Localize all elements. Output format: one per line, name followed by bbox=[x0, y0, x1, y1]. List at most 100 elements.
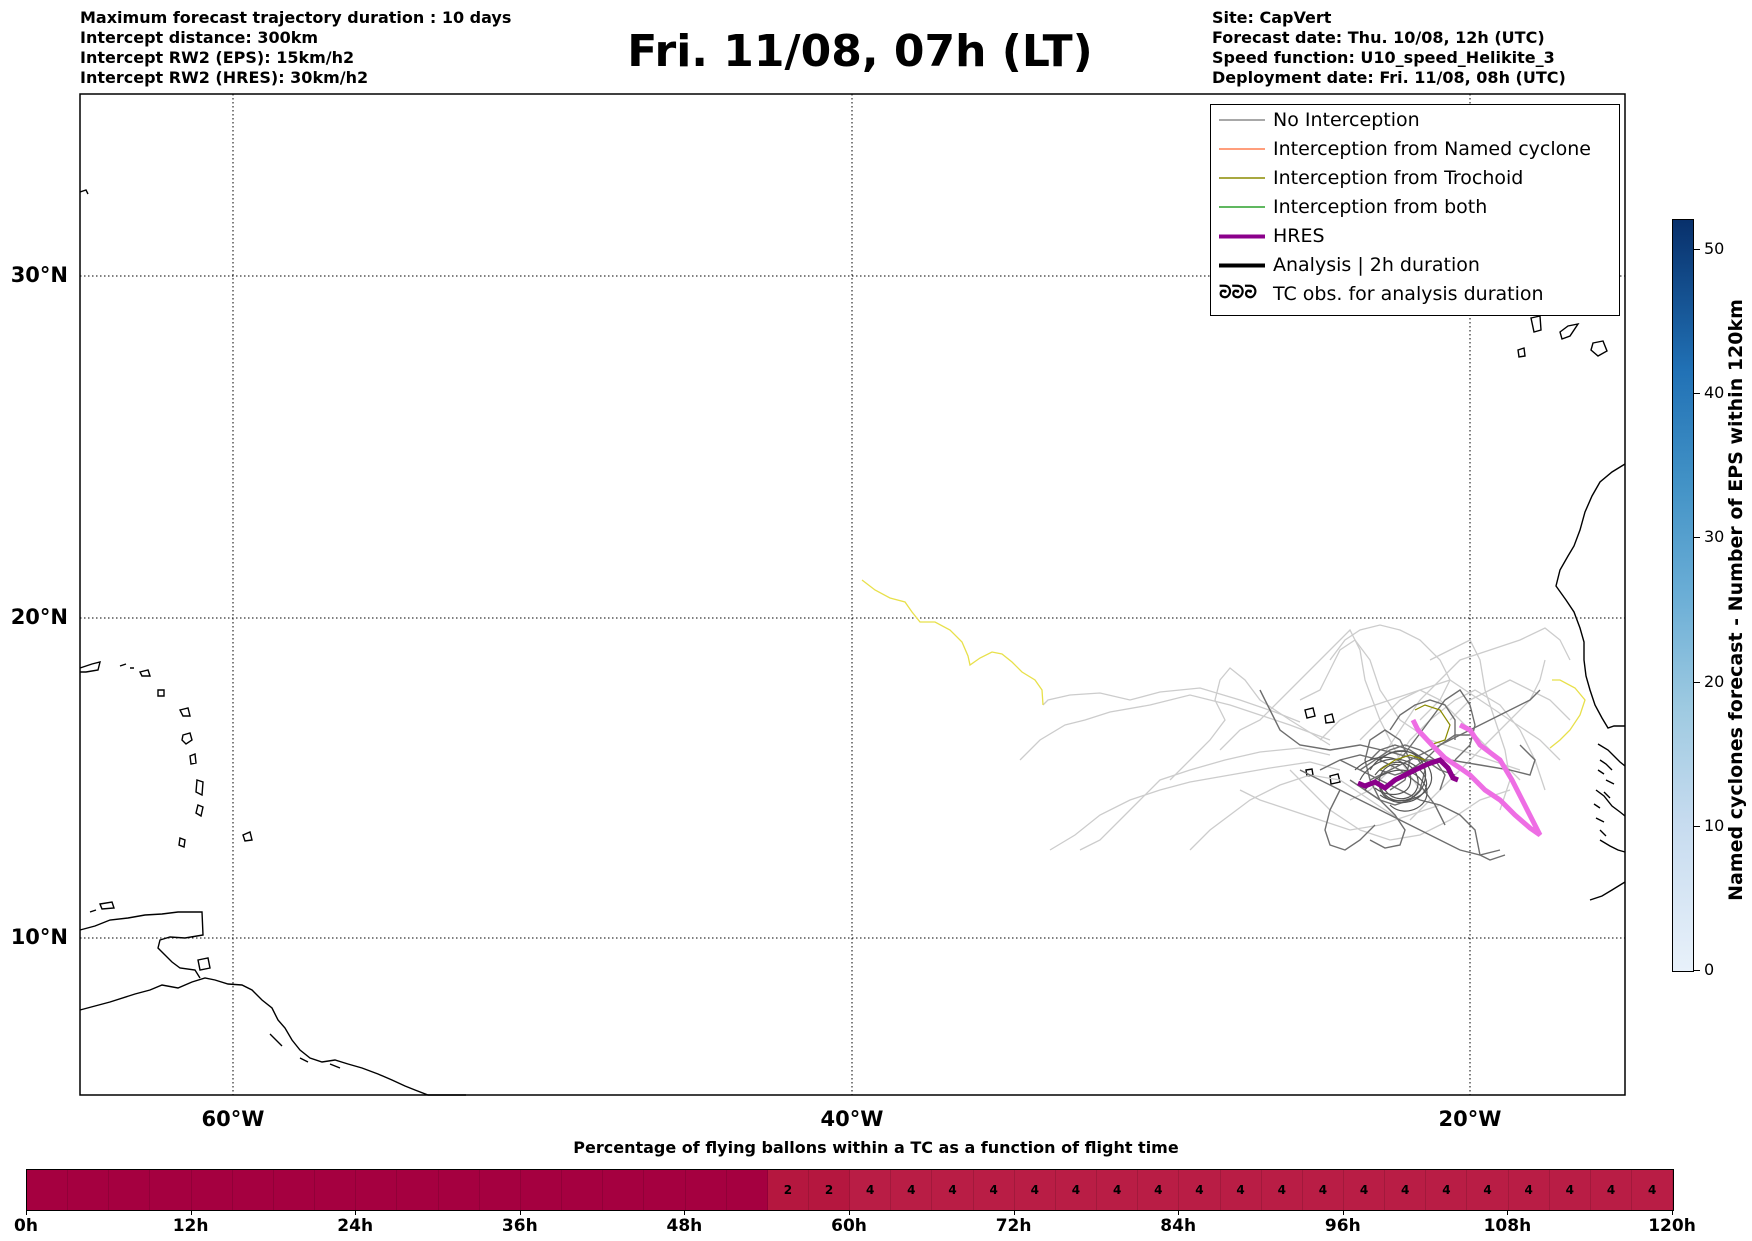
percentage-cell: 4 bbox=[932, 1170, 974, 1210]
param-max-duration: Maximum forecast trajectory duration : 1… bbox=[80, 8, 512, 27]
percentage-cell: 4 bbox=[1467, 1170, 1509, 1210]
legend-label: Interception from Named cyclone bbox=[1273, 138, 1591, 160]
time-tick-label: 60h bbox=[831, 1216, 867, 1236]
colorbar-tick-label: 10 bbox=[1704, 815, 1725, 835]
traj-light-10 bbox=[1379, 627, 1571, 761]
legend-line-olive bbox=[1219, 177, 1265, 179]
named-cyclone-trajectories bbox=[861, 579, 1586, 749]
traj-light-8 bbox=[1299, 639, 1521, 771]
colorbar-tick-label: 50 bbox=[1704, 238, 1725, 258]
hres-trajectories bbox=[1357, 718, 1543, 838]
legend-item-hres: HRES bbox=[1211, 223, 1619, 251]
coastline-africa bbox=[1555, 463, 1626, 901]
percentage-cell: 4 bbox=[1220, 1170, 1262, 1210]
island-trinidad bbox=[197, 957, 211, 971]
param-rw2-eps: Intercept RW2 (EPS): 15km/h2 bbox=[80, 48, 355, 67]
colorbar-tick-mark bbox=[1694, 681, 1700, 683]
time-tick-label: 12h bbox=[172, 1216, 209, 1236]
island-antigua bbox=[178, 707, 191, 717]
colorbar-tick-mark bbox=[1694, 248, 1700, 250]
time-tick-label: 36h bbox=[501, 1216, 538, 1236]
time-tick-mark bbox=[1013, 1210, 1015, 1215]
traj-trochoid-1 bbox=[1414, 704, 1451, 746]
traj-light-18 bbox=[1449, 679, 1571, 721]
traj-light-12 bbox=[1349, 689, 1546, 801]
colorbar-tick-mark bbox=[1694, 537, 1700, 539]
lat-label-20n: 20°N bbox=[10, 605, 68, 629]
traj-hres-pink bbox=[1410, 718, 1543, 838]
percentage-cell: 4 bbox=[891, 1170, 933, 1210]
island-canary-a bbox=[1530, 315, 1542, 333]
percentage-cell: 4 bbox=[1344, 1170, 1386, 1210]
coastlines bbox=[79, 189, 1626, 1096]
traj-light-2 bbox=[1042, 687, 1301, 723]
percentage-cell: 4 bbox=[1385, 1170, 1427, 1210]
trochoid-interception-trajectories bbox=[1379, 704, 1451, 771]
percentage-cell bbox=[562, 1170, 604, 1210]
legend-label: Interception from both bbox=[1273, 196, 1488, 218]
percentage-cell: 4 bbox=[1055, 1170, 1098, 1210]
percentage-cell: 4 bbox=[1549, 1170, 1591, 1210]
island-canary-b bbox=[1559, 322, 1580, 340]
island-leewards bbox=[119, 663, 151, 677]
percentage-cell bbox=[232, 1170, 274, 1210]
cyclone-colorbar bbox=[1672, 219, 1694, 972]
legend-label: Analysis | 2h duration bbox=[1273, 254, 1480, 276]
time-tick-label: 84h bbox=[1160, 1216, 1197, 1236]
legend-item-no-interception: No Interception bbox=[1211, 107, 1619, 135]
island-puerto-rico-edge bbox=[79, 661, 101, 673]
legend-line-coral bbox=[1219, 148, 1265, 150]
island-grenada bbox=[178, 837, 186, 848]
island-barbados bbox=[242, 831, 253, 842]
legend-line-grey bbox=[1219, 119, 1265, 121]
time-tick-label: 96h bbox=[1324, 1216, 1361, 1236]
time-tick-mark bbox=[1178, 1210, 1180, 1215]
percentage-cell bbox=[397, 1170, 439, 1210]
forecast-info: Site: CapVert Forecast date: Thu. 10/08,… bbox=[1212, 8, 1566, 88]
time-tick-mark bbox=[26, 1210, 27, 1215]
traj-light-13 bbox=[1329, 624, 1451, 721]
colorbar-tick-mark bbox=[1694, 825, 1700, 827]
traj-light-11 bbox=[1409, 659, 1546, 821]
coastline-senegal-detail bbox=[1593, 759, 1615, 837]
percentage-cell bbox=[150, 1170, 192, 1210]
island-dominica bbox=[189, 753, 197, 765]
traj-core-6 bbox=[1379, 750, 1427, 802]
traj-light-3 bbox=[1049, 761, 1341, 851]
legend-line-purple bbox=[1219, 234, 1265, 239]
percentage-cell bbox=[27, 1170, 69, 1210]
colorbar-tick-mark bbox=[1694, 393, 1700, 395]
island-canary-d bbox=[1517, 347, 1526, 358]
island-martinique bbox=[195, 779, 204, 797]
traj-dark-3 bbox=[1299, 769, 1501, 856]
traj-trochoid-2 bbox=[1379, 754, 1426, 771]
percentage-cell: 2 bbox=[808, 1170, 851, 1210]
percentage-cell bbox=[315, 1170, 357, 1210]
traj-yellow-east bbox=[1549, 679, 1586, 749]
traj-dark-10 bbox=[1389, 699, 1456, 740]
island-abc bbox=[89, 901, 115, 913]
time-tick-mark bbox=[684, 1210, 686, 1215]
percentage-cell bbox=[191, 1170, 233, 1210]
cyclone-symbol-icon: ᘒᘒᘒ bbox=[1219, 282, 1258, 303]
island-cape-verde-c bbox=[1329, 773, 1341, 785]
legend-item-both: Interception from both bbox=[1211, 194, 1619, 222]
percentage-cell bbox=[603, 1170, 645, 1210]
colorbar-tick-mark bbox=[1694, 970, 1700, 971]
percentage-cell bbox=[273, 1170, 316, 1210]
percentage-cell bbox=[479, 1170, 521, 1210]
time-tick-label: 108h bbox=[1483, 1216, 1532, 1236]
colorbar-tick-label: 0 bbox=[1704, 960, 1715, 979]
percentage-cell: 4 bbox=[1097, 1170, 1139, 1210]
lat-label-30n: 30°N bbox=[10, 263, 68, 287]
legend-item-analysis: Analysis | 2h duration bbox=[1211, 252, 1619, 280]
percentage-cell: 4 bbox=[1632, 1170, 1674, 1210]
time-tick-label: 48h bbox=[666, 1216, 703, 1236]
traj-light-16 bbox=[1289, 769, 1511, 841]
percentage-cell: 4 bbox=[1426, 1170, 1468, 1210]
colorbar-tick-label: 30 bbox=[1704, 527, 1725, 547]
traj-core-3 bbox=[1364, 769, 1428, 812]
island-guadeloupe bbox=[181, 732, 193, 745]
coastline-guyana-detail bbox=[269, 1033, 341, 1069]
run-parameters: Maximum forecast trajectory duration : 1… bbox=[80, 8, 511, 88]
